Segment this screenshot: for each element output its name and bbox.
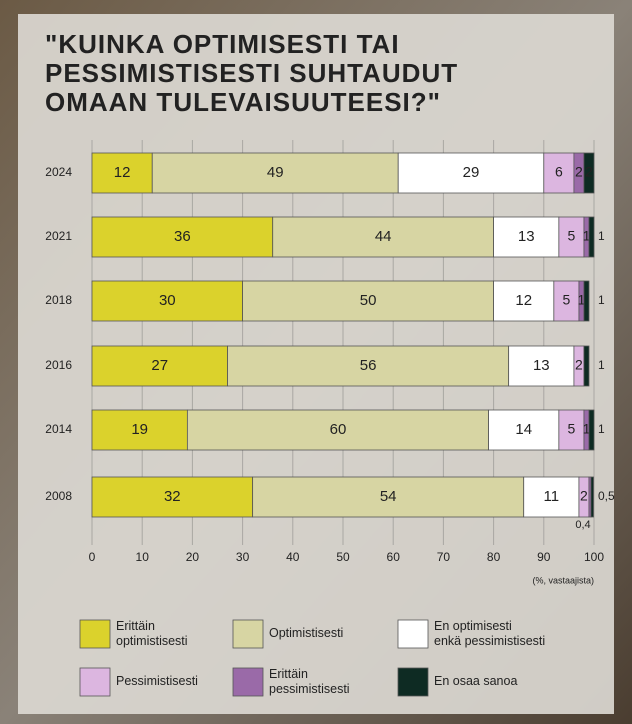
value-label: 50 — [360, 292, 377, 309]
x-tick-label: 0 — [89, 550, 96, 564]
legend-swatch — [80, 620, 110, 648]
chart: "KUINKA OPTIMISESTI TAIPESSIMISTISESTI S… — [0, 0, 632, 724]
value-label: 27 — [151, 357, 168, 374]
legend-swatch — [233, 668, 263, 696]
x-tick-label: 20 — [186, 550, 200, 564]
value-label: 29 — [463, 164, 480, 181]
x-tick-label: 40 — [286, 550, 300, 564]
value-label: 1 — [598, 293, 605, 307]
x-axis-label: (%, vastaajista) — [532, 575, 594, 585]
y-tick-label: 2014 — [45, 422, 72, 436]
legend-label: Pessimistisesti — [116, 674, 198, 688]
value-label: 0,4 — [575, 519, 590, 531]
chart-title: PESSIMISTISESTI SUHTAUDUT — [45, 58, 458, 88]
legend-swatch — [398, 668, 428, 696]
value-label: 12 — [114, 164, 131, 181]
value-label: 5 — [562, 292, 570, 308]
chart-title: "KUINKA OPTIMISESTI TAI — [45, 29, 400, 59]
value-label: 56 — [360, 357, 377, 374]
y-tick-label: 2021 — [45, 229, 72, 243]
legend-swatch — [80, 668, 110, 696]
value-label: 14 — [515, 421, 532, 438]
value-label: 49 — [267, 164, 284, 181]
value-label: 13 — [518, 228, 535, 245]
y-tick-label: 2008 — [45, 489, 72, 503]
y-tick-label: 2018 — [45, 293, 72, 307]
value-label: 30 — [159, 292, 176, 309]
bar-segment — [584, 281, 589, 321]
value-label: 2 — [575, 357, 583, 373]
value-label: 44 — [375, 228, 392, 245]
value-label: 36 — [174, 228, 191, 245]
value-label: 12 — [515, 292, 532, 309]
legend-label: Optimistisesti — [269, 626, 343, 640]
legend-swatch — [233, 620, 263, 648]
value-label: 1 — [598, 422, 605, 436]
value-label: 54 — [380, 488, 397, 505]
value-label: 1 — [598, 229, 605, 243]
y-tick-label: 2024 — [45, 165, 72, 179]
bar-segment — [591, 477, 594, 517]
x-tick-label: 70 — [437, 550, 451, 564]
value-label: 2 — [575, 164, 583, 180]
bar-segment — [589, 217, 594, 257]
value-label: 60 — [330, 421, 347, 438]
value-label: 2 — [585, 164, 593, 180]
x-tick-label: 10 — [136, 550, 150, 564]
x-tick-label: 60 — [387, 550, 401, 564]
value-label: 13 — [533, 357, 550, 374]
x-tick-label: 50 — [336, 550, 350, 564]
y-tick-label: 2016 — [45, 358, 72, 372]
page: "KUINKA OPTIMISESTI TAIPESSIMISTISESTI S… — [0, 0, 632, 724]
value-label: 6 — [555, 164, 563, 180]
legend-label: En osaa sanoa — [434, 674, 517, 688]
value-label: 5 — [568, 421, 576, 437]
value-label: 1 — [598, 358, 605, 372]
value-label: 2 — [580, 488, 588, 504]
value-label: 19 — [131, 421, 148, 438]
x-tick-label: 90 — [537, 550, 551, 564]
legend-swatch — [398, 620, 428, 648]
bar-segment — [589, 410, 594, 450]
value-label: 0,5 — [598, 489, 615, 503]
x-tick-label: 30 — [236, 550, 250, 564]
x-tick-label: 100 — [584, 550, 604, 564]
value-label: 11 — [544, 488, 560, 505]
bar-segment — [584, 346, 589, 386]
chart-title: OMAAN TULEVAISUUTEESI?" — [45, 87, 441, 117]
value-label: 32 — [164, 488, 181, 505]
value-label: 5 — [568, 228, 576, 244]
x-tick-label: 80 — [487, 550, 501, 564]
